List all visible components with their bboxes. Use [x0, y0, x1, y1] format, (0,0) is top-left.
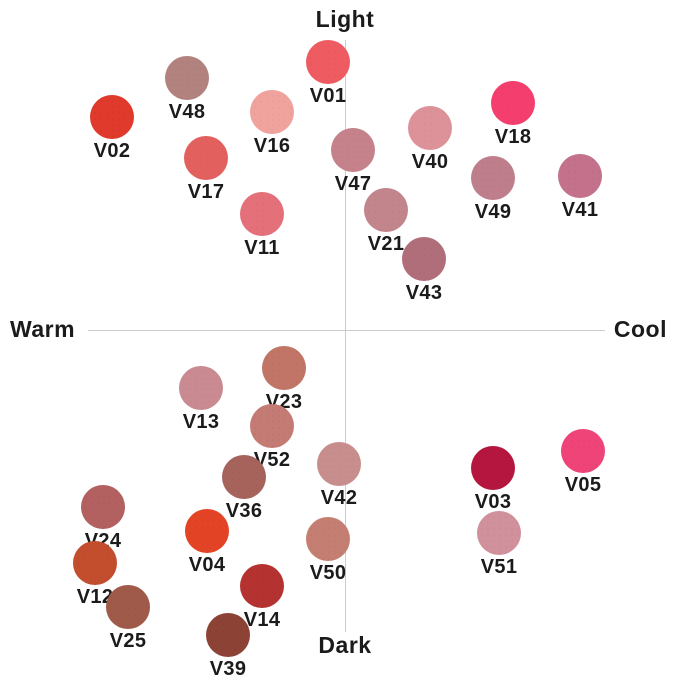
axis-label-cool: Cool: [613, 315, 667, 342]
swatch-V04: [185, 509, 229, 553]
swatch-V13: [179, 366, 223, 410]
swatch-V16: [250, 90, 294, 134]
swatch-label-V03: V03: [474, 491, 512, 513]
swatch-label-V47: V47: [334, 173, 372, 195]
swatch-V39: [206, 613, 250, 657]
swatch-V18: [491, 81, 535, 125]
swatch-V25: [106, 585, 150, 629]
swatch-label-V11: V11: [244, 237, 280, 259]
swatch-V14: [240, 564, 284, 608]
swatch-V12: [73, 541, 117, 585]
swatch-V41: [558, 154, 602, 198]
swatch-label-V16: V16: [253, 135, 291, 157]
swatch-label-V12: V12: [76, 586, 114, 608]
axis-label-dark: Dark: [318, 632, 372, 658]
swatch-V11: [240, 192, 284, 236]
axis-label-light: Light: [315, 6, 375, 32]
swatch-label-V42: V42: [320, 487, 358, 509]
swatch-V02: [90, 95, 134, 139]
swatch-V21: [364, 188, 408, 232]
swatch-label-V40: V40: [411, 151, 449, 173]
swatch-V42: [317, 442, 361, 486]
swatch-label-V18: V18: [494, 126, 532, 148]
swatch-label-V50: V50: [309, 562, 347, 584]
swatch-label-V01: V01: [309, 85, 347, 107]
swatch-V51: [477, 511, 521, 555]
swatch-label-V05: V05: [564, 474, 602, 496]
swatch-V03: [471, 446, 515, 490]
horizontal-axis-line: [88, 330, 605, 331]
swatch-label-V48: V48: [168, 101, 206, 123]
swatch-label-V39: V39: [209, 658, 247, 679]
swatch-V36: [222, 455, 266, 499]
swatch-V40: [408, 106, 452, 150]
vertical-axis-line: [345, 40, 346, 632]
swatch-label-V25: V25: [109, 630, 147, 652]
swatch-V52: [250, 404, 294, 448]
swatch-label-V17: V17: [187, 181, 225, 203]
swatch-label-V49: V49: [474, 201, 512, 223]
swatch-label-V51: V51: [480, 556, 518, 578]
swatch-label-V13: V13: [182, 411, 220, 433]
swatch-label-V21: V21: [367, 233, 405, 255]
swatch-label-V04: V04: [188, 554, 226, 576]
swatch-V23: [262, 346, 306, 390]
swatch-V43: [402, 237, 446, 281]
swatch-V47: [331, 128, 375, 172]
swatch-label-V02: V02: [93, 140, 131, 162]
swatch-label-V36: V36: [225, 500, 263, 522]
swatch-V48: [165, 56, 209, 100]
swatch-label-V14: V14: [243, 609, 281, 631]
swatch-V01: [306, 40, 350, 84]
swatch-label-V43: V43: [405, 282, 443, 304]
swatch-V24: [81, 485, 125, 529]
swatch-label-V41: V41: [561, 199, 599, 221]
swatch-V50: [306, 517, 350, 561]
swatch-V17: [184, 136, 228, 180]
axis-label-warm: Warm: [10, 315, 76, 342]
swatch-V49: [471, 156, 515, 200]
swatch-V05: [561, 429, 605, 473]
